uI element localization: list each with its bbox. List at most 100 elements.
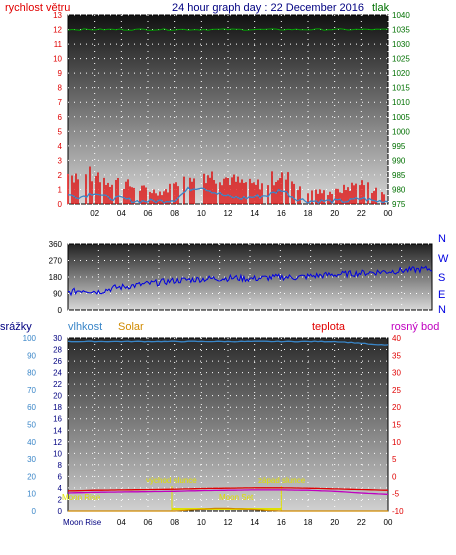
time-tick-label: 08	[170, 518, 179, 527]
wind-speed-tick-label: 5	[58, 127, 63, 136]
rain-tick-label: 12	[53, 438, 62, 447]
pressure-tick-label: 980	[392, 185, 406, 194]
solar-line	[68, 507, 388, 512]
pressure-tick-label: 1010	[392, 98, 410, 107]
temperature-tick-label: 35	[392, 351, 401, 360]
time-tick-label: 04	[117, 518, 126, 527]
rain-tick-label: 14	[53, 426, 62, 435]
compass-label: S	[438, 272, 445, 284]
dew-point-axis-label: rosný bod	[391, 321, 439, 333]
sunset-label: západ slunce	[258, 476, 306, 485]
pressure-tick-label: 1040	[392, 11, 410, 20]
temperature-tick-label: 15	[392, 421, 401, 430]
rain-tick-label: 10	[53, 449, 62, 458]
rain-tick-label: 4	[58, 484, 63, 493]
pressure-tick-label: 1005	[392, 113, 410, 122]
wind-speed-tick-label: 2	[58, 171, 63, 180]
chart-title: 24 hour graph day : 22 December 2016	[172, 2, 364, 14]
compass-label: N	[438, 304, 446, 316]
rain-tick-label: 0	[58, 507, 63, 516]
wind-speed-tick-label: 6	[58, 113, 63, 122]
rain-tick-label: 2	[58, 495, 63, 504]
wind-direction-line	[67, 265, 433, 297]
temperature-tick-label: 10	[392, 438, 401, 447]
temperature-tick-label: 25	[392, 386, 401, 395]
humidity-line	[67, 340, 389, 346]
humidity-tick-label: 40	[27, 438, 36, 447]
wind-speed-tick-label: 10	[53, 55, 62, 64]
humidity-tick-label: 80	[27, 369, 36, 378]
pressure-line	[67, 28, 389, 31]
rain-tick-label: 8	[58, 461, 63, 470]
wind-speed-tick-label: 9	[58, 69, 63, 78]
wind-speed-tick-label: 1	[58, 185, 63, 194]
compass-label: E	[438, 289, 445, 301]
temperature-tick-label: 0	[392, 472, 397, 481]
time-tick-label: 12	[224, 209, 233, 218]
time-tick-label: 20	[330, 209, 339, 218]
time-tick-label: 10	[197, 518, 206, 527]
humidity-tick-label: 20	[27, 472, 36, 481]
moon-set-label: Moon Set	[219, 493, 254, 502]
time-tick-label: 16	[277, 209, 286, 218]
wind-speed-tick-label: 3	[58, 156, 63, 165]
direction-tick-label: 180	[49, 273, 63, 282]
compass-label: W	[438, 253, 449, 265]
rain-tick-label: 18	[53, 403, 62, 412]
temperature-tick-label: 30	[392, 369, 401, 378]
temperature-tick-label: 40	[392, 334, 401, 343]
rain-tick-label: 28	[53, 346, 62, 355]
wind-speed-tick-label: 8	[58, 84, 63, 93]
rain-tick-label: 6	[58, 472, 63, 481]
wind-speed-tick-label: 12	[53, 26, 62, 35]
direction-tick-label: 0	[58, 306, 63, 315]
time-tick-label: 06	[144, 518, 153, 527]
time-tick-label: 00	[384, 209, 393, 218]
time-tick-label: 00	[384, 518, 393, 527]
wind-speed-tick-label: 4	[58, 142, 63, 151]
pressure-tick-label: 1000	[392, 127, 410, 136]
humidity-tick-label: 70	[27, 386, 36, 395]
wind-speed-tick-label: 7	[58, 98, 63, 107]
humidity-axis-label: vlhkost	[68, 321, 102, 333]
pressure-tick-label: 975	[392, 200, 406, 209]
rain-tick-label: 16	[53, 415, 62, 424]
direction-tick-label: 270	[49, 257, 63, 266]
compass-label: N	[438, 233, 446, 245]
moon-rise-axis-label: Moon Rise	[63, 518, 102, 527]
rain-tick-label: 20	[53, 392, 62, 401]
time-tick-label: 14	[250, 209, 259, 218]
wind-speed-tick-label: 0	[58, 200, 63, 209]
temperature-tick-label: 5	[392, 455, 397, 464]
time-tick-label: 14	[250, 518, 259, 527]
time-tick-label: 20	[330, 518, 339, 527]
humidity-tick-label: 90	[27, 351, 36, 360]
temperature-tick-label: 20	[392, 403, 401, 412]
wind-speed-axis-label: rychlost větru	[5, 2, 70, 14]
time-tick-label: 18	[304, 518, 313, 527]
humidity-tick-label: 60	[27, 403, 36, 412]
humidity-tick-label: 30	[27, 455, 36, 464]
solar-axis-label: Solar	[118, 321, 144, 333]
humidity-tick-label: 100	[23, 334, 37, 343]
time-tick-label: 04	[117, 209, 126, 218]
time-tick-label: 10	[197, 209, 206, 218]
humidity-tick-label: 50	[27, 421, 36, 430]
time-tick-label: 22	[357, 209, 366, 218]
temperature-tick-label: -10	[392, 507, 404, 516]
rain-tick-label: 24	[53, 369, 62, 378]
time-tick-label: 12	[224, 518, 233, 527]
humidity-tick-label: 0	[32, 507, 37, 516]
wind-average-line	[68, 186, 389, 205]
humidity-tick-label: 10	[27, 490, 36, 499]
pressure-tick-label: 1015	[392, 84, 410, 93]
time-tick-label: 22	[357, 518, 366, 527]
temperature-line	[67, 487, 388, 492]
dew-point-line	[67, 489, 389, 496]
temperature-tick-label: -5	[392, 490, 400, 499]
rain-axis-label: srážky	[0, 321, 32, 333]
wind-speed-tick-label: 11	[54, 40, 63, 49]
direction-tick-label: 90	[53, 290, 62, 299]
